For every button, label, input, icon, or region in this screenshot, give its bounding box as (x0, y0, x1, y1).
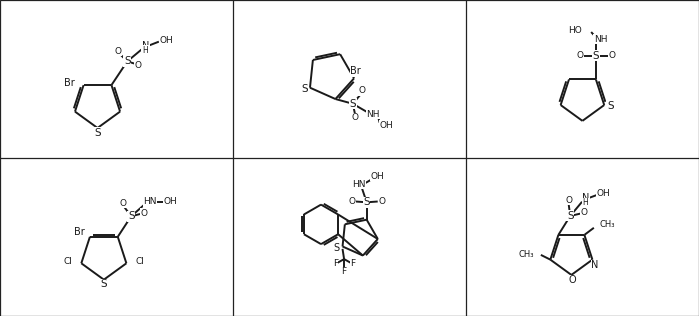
Text: O: O (352, 113, 359, 123)
Text: NH: NH (366, 110, 380, 118)
Text: O: O (565, 196, 572, 205)
Text: S: S (124, 57, 131, 66)
Text: O: O (378, 197, 385, 206)
Text: HN: HN (143, 197, 157, 206)
Text: H: H (583, 198, 589, 207)
Text: Br: Br (73, 227, 85, 237)
Text: S: S (350, 99, 356, 109)
Text: HO: HO (568, 26, 582, 35)
Text: O: O (581, 208, 588, 217)
Text: S: S (607, 101, 614, 111)
Text: S: S (301, 84, 308, 94)
Text: O: O (114, 47, 122, 56)
Text: S: S (128, 211, 134, 221)
Text: CH₃: CH₃ (600, 220, 615, 229)
Text: O: O (140, 209, 147, 218)
Text: OH: OH (159, 36, 173, 45)
Text: Cl: Cl (64, 257, 73, 266)
Text: H: H (143, 46, 148, 55)
Text: N: N (591, 260, 598, 270)
Text: S: S (593, 51, 599, 61)
Text: OH: OH (371, 172, 384, 181)
Text: S: S (567, 211, 574, 221)
Text: F: F (333, 259, 338, 268)
Text: NH: NH (594, 35, 607, 44)
Text: OH: OH (596, 189, 610, 198)
Text: O: O (608, 51, 615, 60)
Text: OH: OH (164, 197, 178, 206)
Text: O: O (120, 199, 127, 208)
Text: CH₃: CH₃ (518, 250, 534, 258)
Text: O: O (577, 51, 584, 60)
Text: F: F (342, 267, 347, 276)
Text: F: F (350, 259, 355, 268)
Text: N: N (142, 41, 149, 51)
Text: S: S (94, 128, 101, 138)
Text: Br: Br (64, 78, 75, 88)
Text: OH: OH (380, 121, 394, 130)
Text: S: S (363, 197, 370, 207)
Text: S: S (101, 279, 107, 289)
Text: O: O (348, 197, 355, 206)
Text: HN: HN (352, 179, 366, 189)
Text: N: N (582, 193, 590, 203)
Text: Cl: Cl (135, 257, 144, 266)
Text: S: S (333, 243, 339, 253)
Text: O: O (358, 86, 365, 95)
Text: O: O (568, 276, 576, 285)
Text: O: O (134, 61, 141, 70)
Text: Br: Br (350, 66, 361, 76)
